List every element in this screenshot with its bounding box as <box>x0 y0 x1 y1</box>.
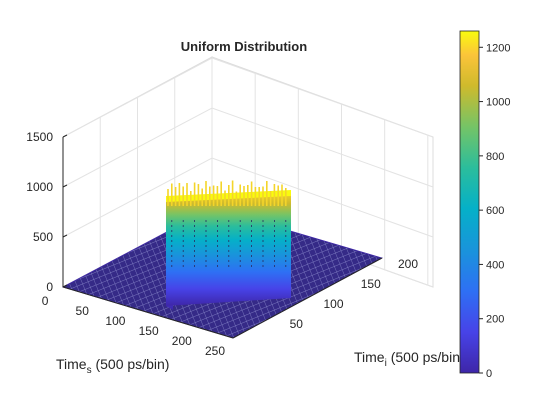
y-tick-label: 150 <box>361 277 381 291</box>
z-tick-label: 1500 <box>26 130 53 144</box>
colorbar-tick-label: 600 <box>486 205 504 217</box>
colorbar-tick-label: 0 <box>486 368 492 380</box>
z-tick-label: 0 <box>46 280 53 294</box>
z-tick-mark <box>62 184 68 188</box>
colorbar-tick-label: 800 <box>486 151 504 163</box>
colorbar-tick-label: 1200 <box>486 42 510 54</box>
z-tick-mark <box>62 234 68 238</box>
z-tick-label: 500 <box>33 230 53 244</box>
block-top-spikes <box>167 180 287 270</box>
chart-title: Uniform Distribution <box>181 39 307 54</box>
x-tick-label: 150 <box>139 324 159 338</box>
y-tick-labels: 50 100 150 200 <box>290 257 419 331</box>
y-tick-label: 50 <box>290 317 304 331</box>
colorbar-tick-label: 1000 <box>486 97 510 109</box>
z-tick-mark <box>62 284 68 288</box>
y-tick-label: 100 <box>323 297 343 311</box>
block-front-face <box>166 192 291 306</box>
x-tick-label: 0 <box>42 294 49 308</box>
colorbar-tick-label: 400 <box>486 259 504 271</box>
x-tick-label: 200 <box>172 334 192 348</box>
colorbar-tick-labels: 0 200 400 600 800 1000 1200 <box>479 42 510 380</box>
colorbar-tick-label: 200 <box>486 314 504 326</box>
x-tick-labels: 0 50 100 150 200 250 <box>42 294 226 358</box>
y-tick-label: 200 <box>398 257 418 271</box>
z-tick-labels: 0 500 1000 1500 <box>26 130 68 294</box>
data-block <box>166 180 291 310</box>
y-axis-label: Timei (500 ps/bin) <box>354 349 465 369</box>
x-axis-label: Times (500 ps/bin) <box>56 356 169 376</box>
axis-lines <box>62 137 383 339</box>
x-tick-label: 250 <box>205 344 225 358</box>
x-tick-label: 100 <box>105 314 125 328</box>
z-tick-mark <box>62 134 68 138</box>
z-tick-label: 1000 <box>26 180 53 194</box>
colorbar <box>459 30 480 374</box>
x-tick-label: 50 <box>76 304 90 318</box>
